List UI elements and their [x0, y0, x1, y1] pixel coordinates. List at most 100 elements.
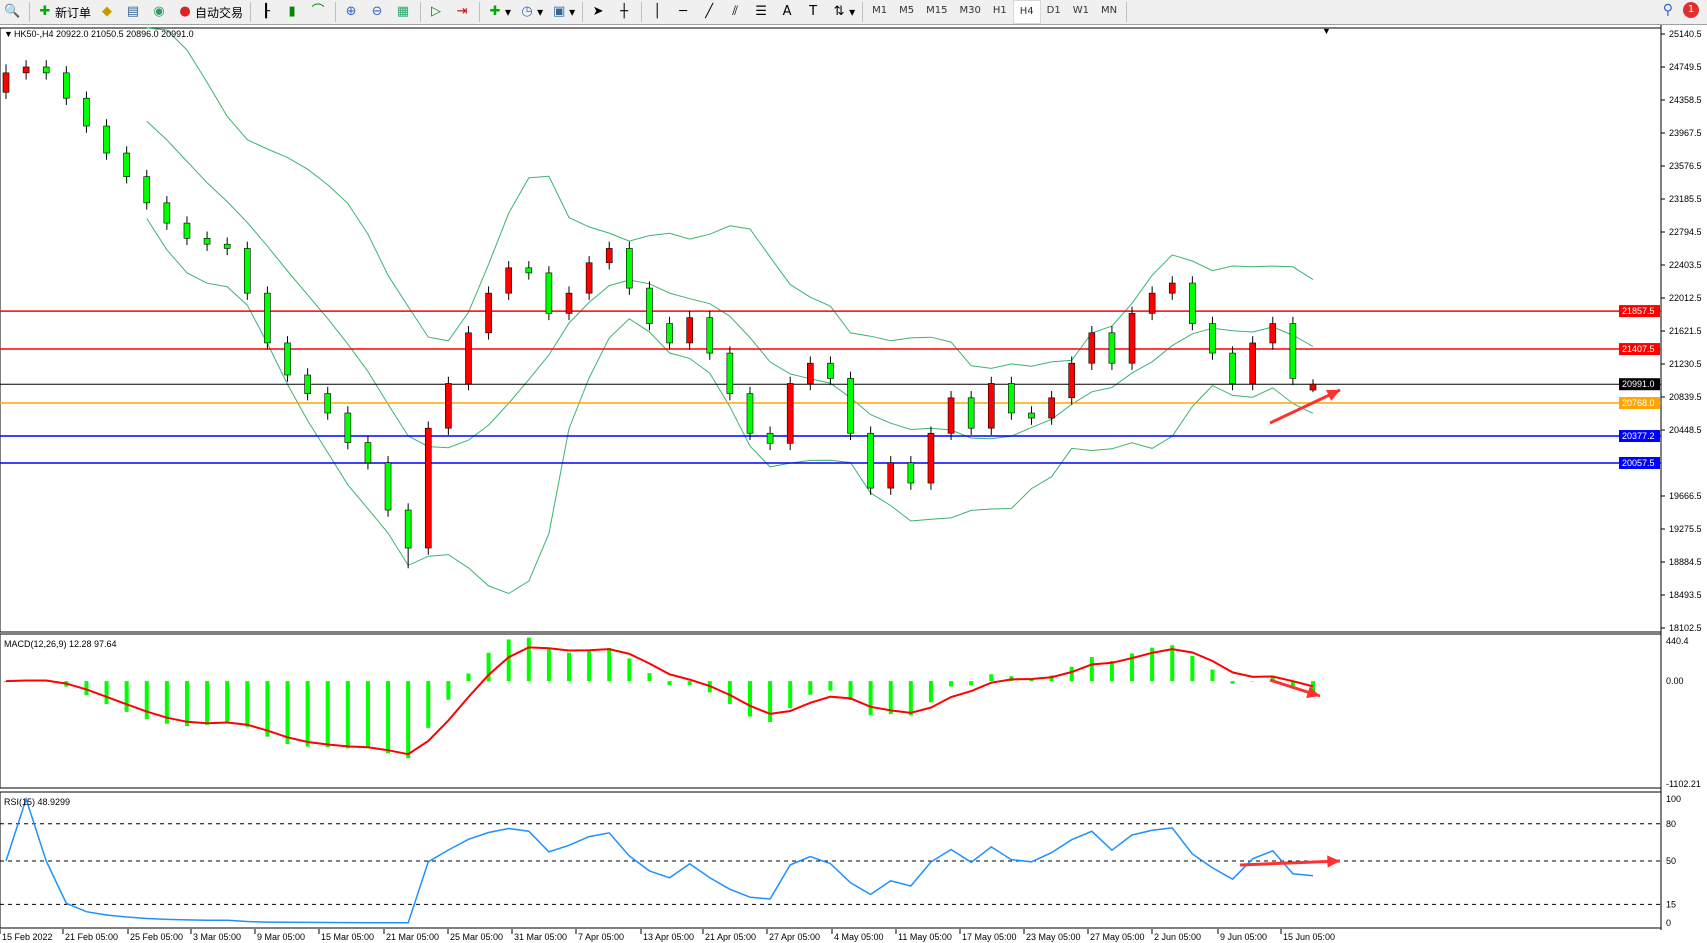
new-order-icon: ✚ — [39, 4, 51, 19]
zoom-in-button[interactable]: ⊕ — [339, 1, 365, 23]
macd-histogram-bar — [1130, 653, 1135, 682]
trendline-icon: ╱ — [705, 4, 714, 19]
date-tick-label: 31 Mar 05:00 — [514, 932, 567, 942]
macd-histogram-bar — [205, 681, 210, 725]
price-tick-label: 23967.5 — [1669, 128, 1702, 138]
candle-body — [626, 248, 633, 289]
candle — [1168, 276, 1176, 300]
candle — [766, 426, 774, 451]
rsi-trend-arrow-shaft — [1239, 859, 1341, 867]
line-chart-button[interactable]: ⌒ — [306, 1, 332, 23]
candle — [284, 336, 291, 382]
zoom-search-button[interactable]: 🔍 — [0, 1, 26, 23]
candle — [404, 503, 412, 569]
price-tick-label: 22794.5 — [1669, 227, 1702, 237]
horizontal-line-button[interactable]: ─ — [671, 1, 697, 23]
trendline-button[interactable]: ╱ — [697, 1, 723, 23]
crosshair-button[interactable]: ┼ — [612, 1, 638, 23]
price-level-tag — [1619, 378, 1660, 391]
macd-histogram-bar — [345, 681, 350, 749]
price-tick-label: 25140.5 — [1669, 29, 1702, 39]
text-label-button[interactable]: T — [801, 1, 827, 23]
macd-histogram-bar — [768, 681, 773, 722]
notification-badge[interactable]: 1 — [1683, 2, 1699, 18]
date-tick-label: 15 Feb 2022 — [2, 932, 53, 942]
macd-signal-line — [5, 646, 1314, 756]
candle — [847, 371, 854, 441]
auto-scroll-button[interactable]: ▷ — [424, 1, 450, 23]
macd-histogram-bar — [164, 681, 169, 724]
candle-body — [847, 378, 854, 434]
text-button[interactable]: A — [775, 1, 801, 23]
macd-histogram-bar — [1089, 657, 1094, 682]
candle-body — [1289, 323, 1297, 379]
templates-button[interactable]: ▣ ▾ — [552, 4, 576, 19]
rsi-header: RSI(15) 48.9299 — [4, 797, 70, 807]
candle-body — [686, 317, 693, 344]
arrows-button[interactable]: ⇅ ▾ — [827, 1, 859, 23]
candle-body — [987, 383, 995, 429]
bar-chart-button[interactable]: ┠ — [254, 1, 280, 23]
price-tick-label: 20839.5 — [1669, 392, 1702, 402]
rsi-trend-arrow-arrowhead-icon — [1327, 855, 1340, 868]
candle-body — [163, 202, 171, 224]
timeframe-h4[interactable]: H4 — [1012, 0, 1041, 24]
main-chart-panel[interactable] — [0, 27, 1662, 633]
candle — [304, 368, 311, 401]
chart-shift-button[interactable]: ⇥ — [450, 1, 476, 23]
candle-body — [646, 287, 653, 324]
macd-histogram-bar — [747, 681, 752, 717]
cursor-button[interactable]: ➤ — [586, 1, 612, 23]
indicators-button[interactable]: ✚ ▾ — [483, 1, 515, 23]
navigator-button[interactable]: ◆ — [95, 1, 121, 23]
macd-histogram-bar — [808, 681, 813, 695]
channel-button[interactable]: ⫽ — [723, 1, 749, 23]
data-window-button[interactable]: ▤ — [121, 1, 147, 23]
rsi-panel[interactable] — [0, 791, 1662, 929]
candle-body — [726, 352, 734, 394]
vertical-line-button[interactable]: │ — [645, 1, 671, 23]
fibonacci-button[interactable]: ☰ — [749, 1, 775, 23]
macd-histogram-bar — [265, 681, 270, 737]
timeframe-m5[interactable]: M5 — [899, 5, 915, 16]
macd-histogram-bar — [184, 681, 189, 726]
timeframe-m1[interactable]: M1 — [872, 5, 888, 16]
rsi-line — [5, 796, 1314, 924]
candle — [907, 456, 915, 490]
timeframe-w1[interactable]: W1 — [1072, 5, 1089, 16]
search-icon[interactable]: ⚲ — [1662, 2, 1673, 18]
candle — [927, 426, 935, 490]
candle — [887, 456, 895, 495]
timeframe-d1[interactable]: D1 — [1046, 5, 1061, 16]
zoom-out-button[interactable]: ⊖ — [365, 1, 391, 23]
signals-button[interactable]: ◉ — [147, 1, 173, 23]
auto-trading-button[interactable]: ● 自动交易 — [173, 1, 247, 23]
date-tick-label: 27 May 05:00 — [1090, 932, 1145, 942]
chart-window[interactable]: 25140.5 24749.5 24358.5 23967.5 23576.5 23185… — [0, 25, 1707, 943]
fibonacci-icon: ☰ — [755, 4, 767, 19]
macd-histogram-bar — [627, 658, 632, 682]
timeframe-m30[interactable]: M30 — [959, 5, 981, 16]
macd-panel[interactable] — [0, 633, 1662, 789]
price-tick-label: 23185.5 — [1669, 194, 1702, 204]
timeframe-mn[interactable]: MN — [1100, 5, 1118, 16]
price-level-label: 20377.2 — [1622, 431, 1655, 441]
price-trend-arrow-arrowhead-icon — [1326, 389, 1340, 401]
zoom-out-icon: ⊖ — [371, 4, 383, 19]
candle — [1048, 391, 1055, 425]
timeframe-m15[interactable]: M15 — [926, 5, 948, 16]
candle-body — [666, 323, 673, 344]
candlestick-button[interactable]: ▮ — [280, 1, 306, 23]
candle — [324, 386, 332, 420]
tile-windows-button[interactable]: ▦ — [391, 1, 417, 23]
price-trend-arrow-shaft — [1269, 388, 1341, 425]
macd-histogram-bar — [144, 681, 149, 719]
periods-button[interactable]: ◷ ▾ — [515, 1, 547, 23]
timeframe-h1[interactable]: H1 — [992, 5, 1007, 16]
arrows-icon: ⇅ — [833, 4, 845, 19]
candle-body — [887, 462, 895, 489]
date-tick-label: 13 Apr 05:00 — [643, 932, 694, 942]
price-tick-label: 22012.5 — [1669, 293, 1702, 303]
bar-chart-icon: ┠ — [262, 4, 270, 19]
new-order-button[interactable]: ✚ 新订单 — [33, 1, 95, 23]
